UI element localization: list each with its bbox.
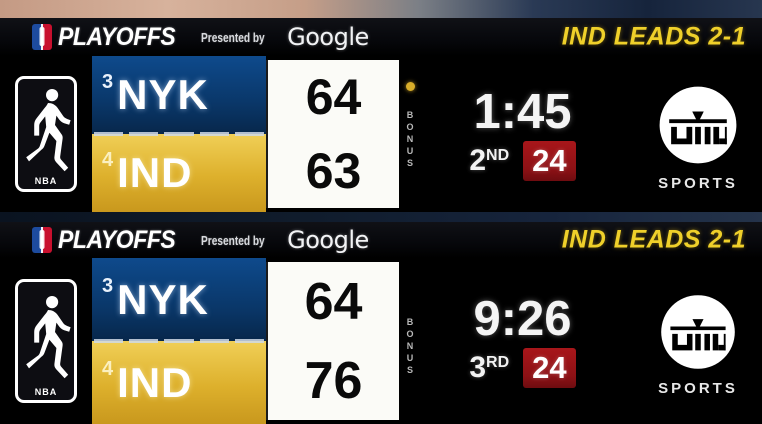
scoreboard-header-bottom: PLAYOFFS Presented by Google IND LEADS 2… xyxy=(0,222,762,258)
nba-logo-icon: NBA xyxy=(15,76,77,192)
sponsor-google-logo: Google xyxy=(287,226,369,254)
tnt-circle-icon xyxy=(661,294,735,369)
team-row-divider xyxy=(92,339,266,343)
team-abbr: NYK xyxy=(117,275,209,323)
team-score: 64 xyxy=(304,272,363,331)
team-column-bottom: 3 NYK 4 IND xyxy=(92,258,266,424)
team-column-top: 3 NYK 4 IND xyxy=(92,56,266,212)
bonus-label: BONUS xyxy=(405,317,415,377)
team-score: 63 xyxy=(305,143,362,199)
series-status-bottom: IND LEADS 2-1 xyxy=(561,225,746,254)
score-panel-bottom: 64 76 xyxy=(266,262,399,420)
nba-logo-block-top: NBA xyxy=(0,56,92,212)
period-suffix: RD xyxy=(486,353,510,371)
table-row: 3 NYK xyxy=(92,258,266,341)
presented-by-label: Presented by xyxy=(201,29,266,45)
game-clock: 9:26 xyxy=(473,291,572,346)
period-indicator: 2 ND xyxy=(469,143,510,177)
tnt-logo-icon xyxy=(650,77,746,173)
period-number: 2 xyxy=(469,143,487,177)
team-abbr: IND xyxy=(117,358,193,406)
period-row-bottom: 3 RD 24 xyxy=(469,347,576,388)
nba-logo-block-bottom: NBA xyxy=(0,258,92,424)
nba-wordmark: NBA xyxy=(34,387,58,397)
game-clock: 1:45 xyxy=(473,84,572,139)
team-seed: 4 xyxy=(102,358,114,380)
nba-silhouette-icon xyxy=(26,89,71,172)
nba-shield-icon xyxy=(32,227,52,253)
scoreboard-body-top: NBA 3 NYK 4 IND 64 63 xyxy=(0,56,762,212)
background-video-strip-top xyxy=(0,0,762,20)
period-row-top: 2 ND 24 xyxy=(469,140,576,181)
nba-silhouette-icon xyxy=(26,296,71,379)
table-row: 4 IND xyxy=(92,134,266,212)
team-row-divider xyxy=(92,132,266,136)
nba-logo-icon: NBA xyxy=(15,279,77,403)
playoffs-label: PLAYOFFS xyxy=(58,22,176,51)
scoreboard-body-bottom: NBA 3 NYK 4 IND 64 76 xyxy=(0,258,762,424)
background-video-strip-middle xyxy=(0,212,762,224)
network-sub-label: SPORTS xyxy=(658,379,738,397)
period-indicator: 3 RD xyxy=(469,350,510,384)
bonus-dot-icon xyxy=(405,82,415,91)
period-number: 3 xyxy=(469,350,487,384)
bonus-label: BONUS xyxy=(405,110,415,170)
network-logo-bottom: SPORTS xyxy=(634,258,762,424)
clock-block-bottom: 9:26 3 RD 24 xyxy=(421,258,634,424)
table-row: 3 NYK xyxy=(92,56,266,134)
team-abbr: NYK xyxy=(117,71,209,118)
sponsor-google-logo: Google xyxy=(287,23,369,51)
nba-shield-icon xyxy=(32,24,52,50)
team-seed: 3 xyxy=(102,71,114,93)
network-logo-top: SPORTS xyxy=(634,56,762,212)
table-row: 4 IND xyxy=(92,341,266,424)
shot-clock: 24 xyxy=(523,347,576,388)
clock-block-top: 1:45 2 ND 24 xyxy=(421,56,634,212)
team-score: 64 xyxy=(305,69,362,125)
team-score: 76 xyxy=(304,351,363,410)
team-abbr: IND xyxy=(117,149,193,196)
nba-wordmark: NBA xyxy=(34,176,58,186)
scoreboard-header-top: PLAYOFFS Presented by Google IND LEADS 2… xyxy=(0,18,762,56)
team-seed: 4 xyxy=(102,149,114,171)
tnt-circle-icon xyxy=(659,86,737,163)
scoreboard-bottom: PLAYOFFS Presented by Google IND LEADS 2… xyxy=(0,222,762,424)
bonus-indicator-top: BONUS xyxy=(399,56,421,212)
bonus-indicator-bottom: BONUS xyxy=(399,258,421,424)
scoreboard-top: PLAYOFFS Presented by Google IND LEADS 2… xyxy=(0,18,762,212)
playoffs-label: PLAYOFFS xyxy=(58,225,176,254)
presented-by-label: Presented by xyxy=(201,232,266,248)
shot-clock: 24 xyxy=(523,140,576,181)
team-seed: 3 xyxy=(102,275,114,297)
tnt-logo-icon xyxy=(652,286,744,378)
score-panel-top: 64 63 xyxy=(266,60,399,208)
series-status-top: IND LEADS 2-1 xyxy=(561,22,746,51)
network-sub-label: SPORTS xyxy=(658,174,738,192)
period-suffix: ND xyxy=(486,146,510,164)
